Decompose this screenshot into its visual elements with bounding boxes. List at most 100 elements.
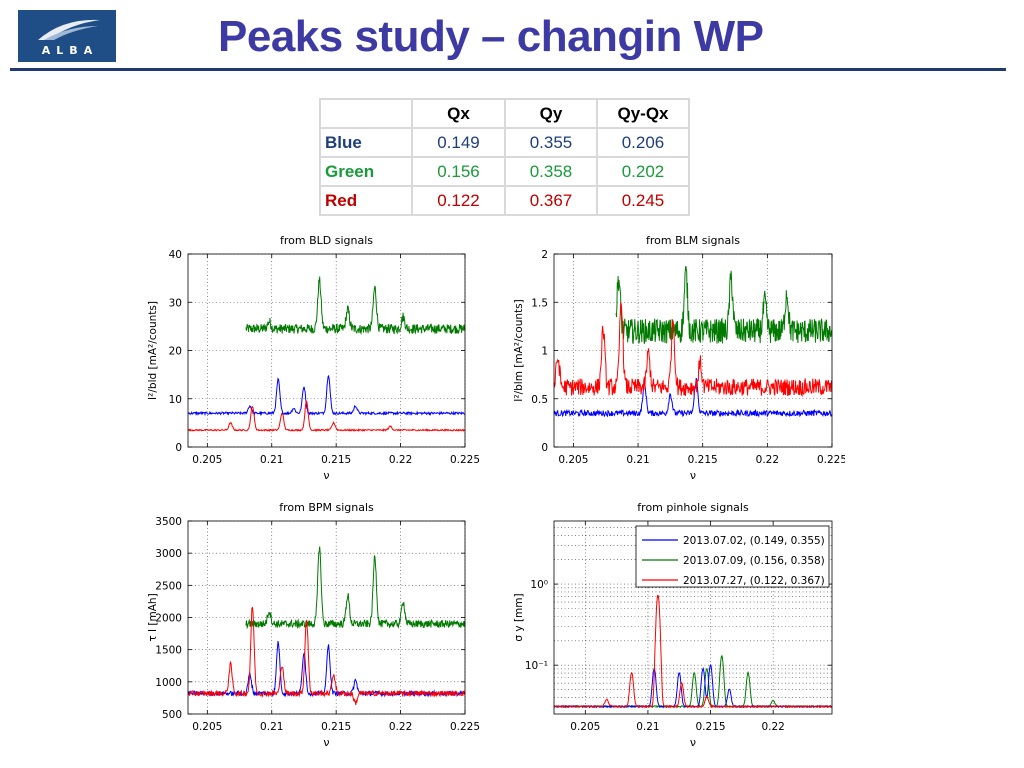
y-tick-label: 2000: [155, 613, 182, 625]
series-green: [245, 546, 466, 630]
table-row: Blue 0.149 0.355 0.206: [319, 127, 690, 158]
table-header-row: Qx Qy Qy-Qx: [319, 98, 690, 129]
alba-swoosh-icon: [38, 19, 100, 40]
table-cell: 0.245: [596, 185, 690, 216]
table-corner-cell: [319, 98, 413, 129]
chart-title: from BLD signals: [280, 234, 373, 247]
legend-label: 2013.07.27, (0.122, 0.367): [683, 575, 825, 587]
y-tick-label: 10⁻¹: [525, 660, 548, 672]
table-cell: 0.149: [411, 127, 506, 158]
table-cell: 0.206: [596, 127, 690, 158]
series-red: [553, 302, 833, 398]
series-blue: [187, 374, 465, 417]
series-line: [245, 276, 466, 336]
table-row: Green 0.156 0.358 0.202: [319, 156, 690, 187]
y-tick-label: 500: [162, 709, 182, 721]
table-cell: 0.367: [504, 185, 598, 216]
x-tick-label: 0.22: [389, 721, 412, 733]
series-line: [187, 400, 466, 433]
y-tick-label: 10⁰: [530, 579, 548, 591]
series-green: [615, 266, 833, 344]
y-tick-label: 1: [541, 346, 548, 358]
row-label: Blue: [319, 127, 413, 158]
x-tick-label: 0.205: [192, 454, 222, 466]
blm-chart: from BLM signals 0.205 0.21 0.215 0.22 0.225 0…: [505, 228, 845, 488]
y-tick-label: 2: [541, 249, 548, 261]
y-axis-label: I²/blm [mA²/counts]: [513, 299, 525, 401]
x-tick-label: 0.21: [260, 454, 283, 466]
y-tick-label: 0: [541, 442, 548, 454]
chart-title: from BLM signals: [646, 234, 740, 247]
ticks: [554, 521, 832, 714]
y-axis-label: σ y [mm]: [513, 593, 525, 641]
legend-label: 2013.07.09, (0.156, 0.358): [683, 555, 825, 567]
series-line: [553, 302, 833, 398]
y-axis-label: I²/bld [mA²/counts]: [147, 301, 159, 400]
series-line: [553, 377, 833, 418]
series-blue: [553, 377, 833, 418]
series-line: [187, 374, 465, 417]
x-tick-label: 0.215: [321, 721, 351, 733]
title-underline: [10, 68, 1006, 71]
y-tick-label: 1000: [155, 677, 182, 689]
ticks: [554, 253, 833, 448]
series-red: [187, 400, 466, 433]
y-tick-label: 40: [169, 249, 182, 261]
row-label: Red: [319, 185, 413, 216]
blm-svg: from BLM signals 0.205 0.21 0.215 0.22 0.225 0…: [513, 234, 845, 482]
y-axis-label: τ I [mAh]: [147, 593, 159, 641]
x-tick-label: 0.22: [761, 721, 784, 733]
x-tick-label: 0.215: [696, 721, 726, 733]
x-tick-label: 0.21: [260, 721, 283, 733]
y-tick-label: 2500: [155, 580, 182, 592]
x-tick-label: 0.215: [321, 454, 351, 466]
pinhole-chart: from pinhole signals 0.205 0.21 0.215 0.22 10…: [505, 496, 845, 752]
table-cell: 0.358: [504, 156, 598, 187]
x-tick-label: 0.21: [636, 721, 659, 733]
x-tick-label: 0.225: [450, 721, 480, 733]
logo-text: ALBA: [41, 44, 99, 57]
series-red: [187, 606, 466, 706]
y-tick-label: 30: [169, 297, 182, 309]
y-tick-label: 1500: [155, 645, 182, 657]
x-tick-label: 0.22: [389, 454, 412, 466]
pinhole-svg: from pinhole signals 0.205 0.21 0.215 0.22 10…: [513, 501, 833, 749]
ticks: [188, 253, 466, 448]
table-cell: 0.202: [596, 156, 690, 187]
chart-title: from BPM signals: [279, 501, 374, 514]
bld-svg: from BLD signals 0.205 0.21 0.215 0.22 0.225 0…: [147, 234, 480, 482]
x-axis-label: ν: [323, 469, 329, 482]
column-header: Qy: [504, 98, 598, 129]
table-row: Red 0.122 0.367 0.245: [319, 185, 690, 216]
legend: 2013.07.02, (0.149, 0.355) 2013.07.09, (0…: [635, 525, 830, 588]
ticks: [188, 520, 466, 715]
series-line: [553, 594, 833, 709]
plot-frame: [553, 520, 833, 715]
x-axis-label: ν: [323, 736, 329, 749]
x-tick-label: 0.21: [626, 454, 649, 466]
alba-logo: ALBA: [18, 10, 116, 62]
x-tick-label: 0.215: [688, 454, 718, 466]
plot-area: [554, 254, 832, 447]
table-cell: 0.122: [411, 185, 506, 216]
table-cell: 0.355: [504, 127, 598, 158]
bpm-chart: from BPM signals 0.205 0.21 0.215 0.22 0.225 5…: [140, 496, 480, 752]
x-tick-label: 0.225: [450, 454, 480, 466]
series-red: [553, 594, 833, 709]
series-line: [245, 546, 466, 630]
x-tick-label: 0.22: [756, 454, 779, 466]
series-line: [615, 266, 833, 344]
table-cell: 0.156: [411, 156, 506, 187]
column-header: Qy-Qx: [596, 98, 690, 129]
chart-title: from pinhole signals: [637, 501, 749, 514]
y-tick-label: 20: [169, 346, 182, 358]
working-point-table: Qx Qy Qy-Qx Blue 0.149 0.355 0.206 Green…: [319, 98, 690, 216]
column-header: Qx: [411, 98, 506, 129]
x-axis-label: ν: [690, 736, 696, 749]
legend-label: 2013.07.02, (0.149, 0.355): [683, 535, 825, 547]
page-title: Peaks study – changin WP: [218, 12, 764, 61]
bpm-svg: from BPM signals 0.205 0.21 0.215 0.22 0.225 5…: [147, 501, 480, 749]
grid: [554, 521, 832, 714]
x-tick-label: 0.205: [192, 721, 222, 733]
x-axis-label: ν: [690, 469, 696, 482]
